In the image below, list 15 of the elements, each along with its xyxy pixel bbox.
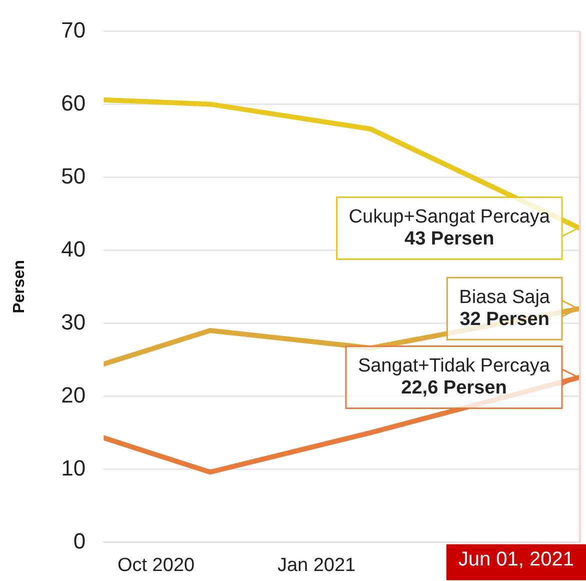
y-tick-label: 20	[61, 382, 86, 408]
y-axis-title: Persen	[11, 260, 28, 314]
y-tick-label: 10	[61, 455, 86, 480]
x-tick-label: Jan 2021	[277, 554, 356, 576]
y-tick-label: 60	[61, 90, 86, 116]
y-tick-label: 30	[61, 309, 86, 334]
x-tick-label: Oct 2020	[117, 554, 195, 576]
annotation: Sangat+Tidak Percaya 22,6 Persen	[358, 355, 550, 398]
annotation: Cukup+Sangat Percaya 43 Persen	[348, 206, 550, 250]
y-tick-label: 50	[61, 163, 86, 188]
y-tick-label: 70	[61, 17, 86, 42]
ref-line-label: Jun 01, 2021	[458, 548, 574, 571]
annotation: Biasa Saja 32 Persen	[459, 286, 550, 330]
y-tick-label: 40	[61, 236, 86, 262]
y-tick-label: 0	[73, 528, 86, 554]
